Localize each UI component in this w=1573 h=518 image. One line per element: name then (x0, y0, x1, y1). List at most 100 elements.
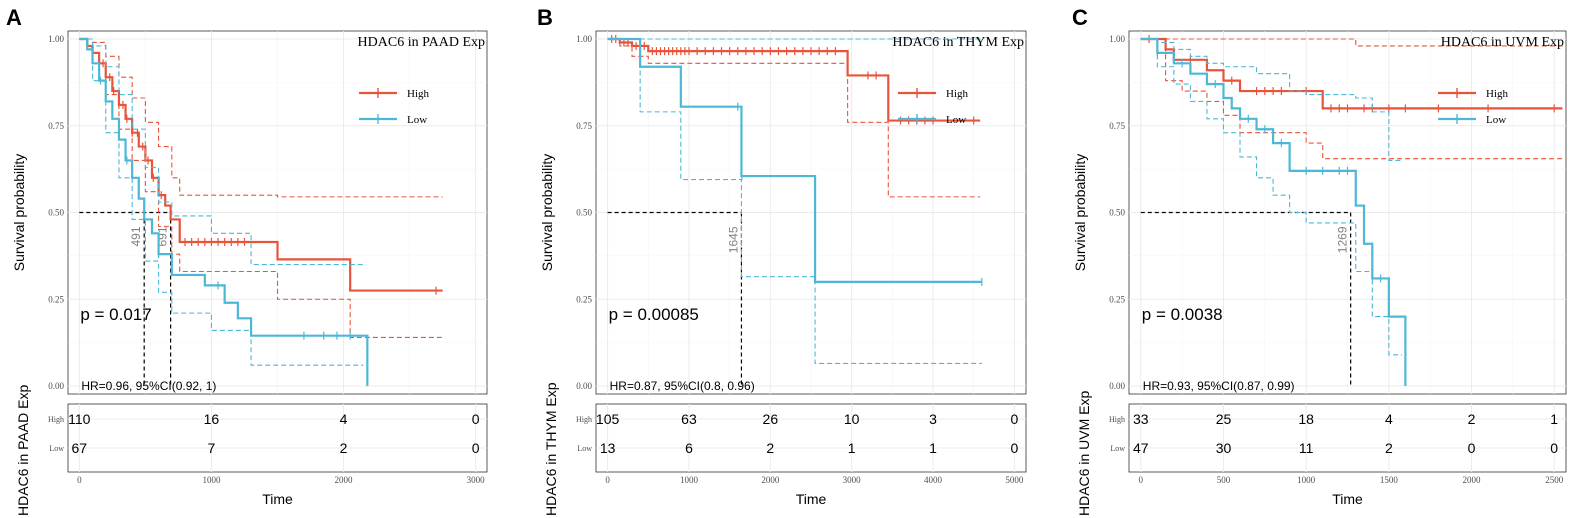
risk-count: 13 (600, 440, 616, 456)
risk-count: 11 (1299, 440, 1314, 456)
legend-title: HDAC6 in THYM Exp (892, 35, 1024, 50)
y-tick-label: 1.00 (576, 34, 592, 44)
hazard-ratio: HR=0.87, 95%CI(0.8, 0.96) (610, 379, 755, 393)
y-tick-label: 0.25 (1109, 294, 1125, 304)
risk-table-title: HDAC6 in UVM Exp (1076, 391, 1092, 516)
x-tick-label: 0 (1139, 475, 1144, 485)
panel-c: C 0.00 0.25 0.50 0.75 1.00 Survival probabilit… (1072, 5, 1567, 516)
survival-curve-high (1140, 37, 1563, 110)
risk-count: 1 (848, 440, 856, 456)
panel-letter: A (6, 5, 22, 30)
median-lines: 1269 (1140, 211, 1352, 386)
risk-count: 0 (472, 411, 480, 427)
x-tick-label: 3000 (467, 475, 486, 485)
y-axis-title: Survival probability (11, 154, 27, 272)
legend: HDAC6 in UVM Exp High Low (1438, 35, 1564, 126)
y-tick-label: 0.75 (576, 121, 592, 131)
p-value: p = 0.00085 (609, 305, 699, 324)
legend: HDAC6 in THYM Exp High Low (892, 35, 1024, 126)
risk-count: 6 (685, 440, 693, 456)
risk-count: 67 (72, 440, 88, 456)
x-axis-title: Time (262, 491, 293, 507)
risk-count: 110 (68, 411, 91, 427)
risk-row-label-low: Low (1110, 444, 1125, 453)
ci-upper-high (79, 38, 443, 198)
ci-lower-high (79, 38, 443, 338)
risk-count: 18 (1298, 411, 1314, 427)
risk-count: 47 (1133, 440, 1149, 456)
risk-row-label-high: High (576, 415, 592, 424)
y-tick-label: 0.50 (48, 208, 64, 218)
legend-label-low: Low (407, 114, 427, 126)
risk-count: 63 (681, 411, 697, 427)
y-tick-label: 1.00 (48, 34, 64, 44)
risk-count: 33 (1133, 411, 1149, 427)
risk-row-label-low: Low (49, 444, 64, 453)
y-tick-label: 0.00 (1109, 381, 1125, 391)
p-value: p = 0.0038 (1142, 305, 1223, 324)
x-tick-label: 1500 (1380, 475, 1399, 485)
risk-table-title: HDAC6 in PAAD Exp (15, 385, 31, 516)
risk-count: 0 (1010, 411, 1018, 427)
risk-count: 0 (1468, 440, 1476, 456)
panel-b: B 0.00 0.25 0.50 0.75 1.00 Survival probabilit… (537, 5, 1027, 516)
legend-title: HDAC6 in UVM Exp (1441, 35, 1564, 50)
series-high (607, 35, 981, 198)
series-low (79, 37, 369, 386)
panel-a: A 0.00 0.25 0.50 0.75 1.00 Survival probabilit… (6, 5, 488, 516)
survival-curve-low (607, 37, 982, 283)
risk-count: 0 (1010, 440, 1018, 456)
risk-count: 1 (929, 440, 937, 456)
x-tick-label: 2000 (761, 475, 780, 485)
risk-row-label-high: High (48, 415, 64, 424)
survival-curve-low (79, 37, 369, 386)
y-axis-title: Survival probability (1072, 154, 1088, 272)
x-tick-label: 1000 (680, 475, 699, 485)
y-tick-label: 0.25 (576, 294, 592, 304)
series-high (79, 37, 443, 338)
risk-count: 105 (596, 411, 620, 427)
x-axis-title: Time (1332, 491, 1363, 507)
risk-count: 4 (1385, 411, 1393, 427)
series-low (607, 37, 983, 364)
x-tick-label: 2000 (335, 475, 354, 485)
legend-label-low: Low (1486, 114, 1506, 126)
risk-count: 25 (1216, 411, 1232, 427)
x-tick-label: 5000 (1005, 475, 1024, 485)
risk-count: 2 (1385, 440, 1393, 456)
y-tick-label: 1.00 (1109, 34, 1125, 44)
panel-letter: B (537, 5, 553, 30)
survival-curve-high (79, 37, 443, 292)
ci-upper-low (79, 38, 364, 266)
risk-table-area (1128, 403, 1567, 473)
legend-label-high: High (407, 88, 430, 100)
x-tick-label: 2500 (1545, 475, 1564, 485)
risk-table-title: HDAC6 in THYM Exp (543, 382, 559, 516)
y-tick-label: 0.50 (1109, 208, 1125, 218)
median-label: 1269 (1336, 226, 1350, 253)
risk-count: 2 (766, 440, 774, 456)
hazard-ratio: HR=0.96, 95%CI(0.92, 1) (81, 379, 216, 393)
risk-count: 0 (472, 440, 480, 456)
legend-title: HDAC6 in PAAD Exp (358, 35, 485, 50)
risk-table-area (595, 403, 1027, 473)
survival-curve-high (607, 37, 981, 122)
x-tick-label: 1000 (1297, 475, 1316, 485)
x-tick-label: 500 (1217, 475, 1231, 485)
legend: HDAC6 in PAAD Exp High Low (358, 35, 485, 126)
ci-lower-high (607, 38, 981, 198)
hazard-ratio: HR=0.93, 95%CI(0.87, 0.99) (1143, 379, 1295, 393)
risk-count: 3 (929, 411, 937, 427)
risk-count: 16 (204, 411, 220, 427)
y-axis-title: Survival probability (539, 154, 555, 272)
risk-count: 1 (1550, 411, 1558, 427)
risk-row-label-low: Low (577, 444, 592, 453)
survival-curve-low (1140, 37, 1407, 386)
x-tick-label: 1000 (202, 475, 221, 485)
ci-lower-low (1140, 38, 1403, 356)
series-low (1140, 37, 1407, 386)
panel-letter: C (1072, 5, 1088, 30)
y-tick-label: 0.75 (48, 121, 64, 131)
x-tick-label: 0 (77, 475, 82, 485)
